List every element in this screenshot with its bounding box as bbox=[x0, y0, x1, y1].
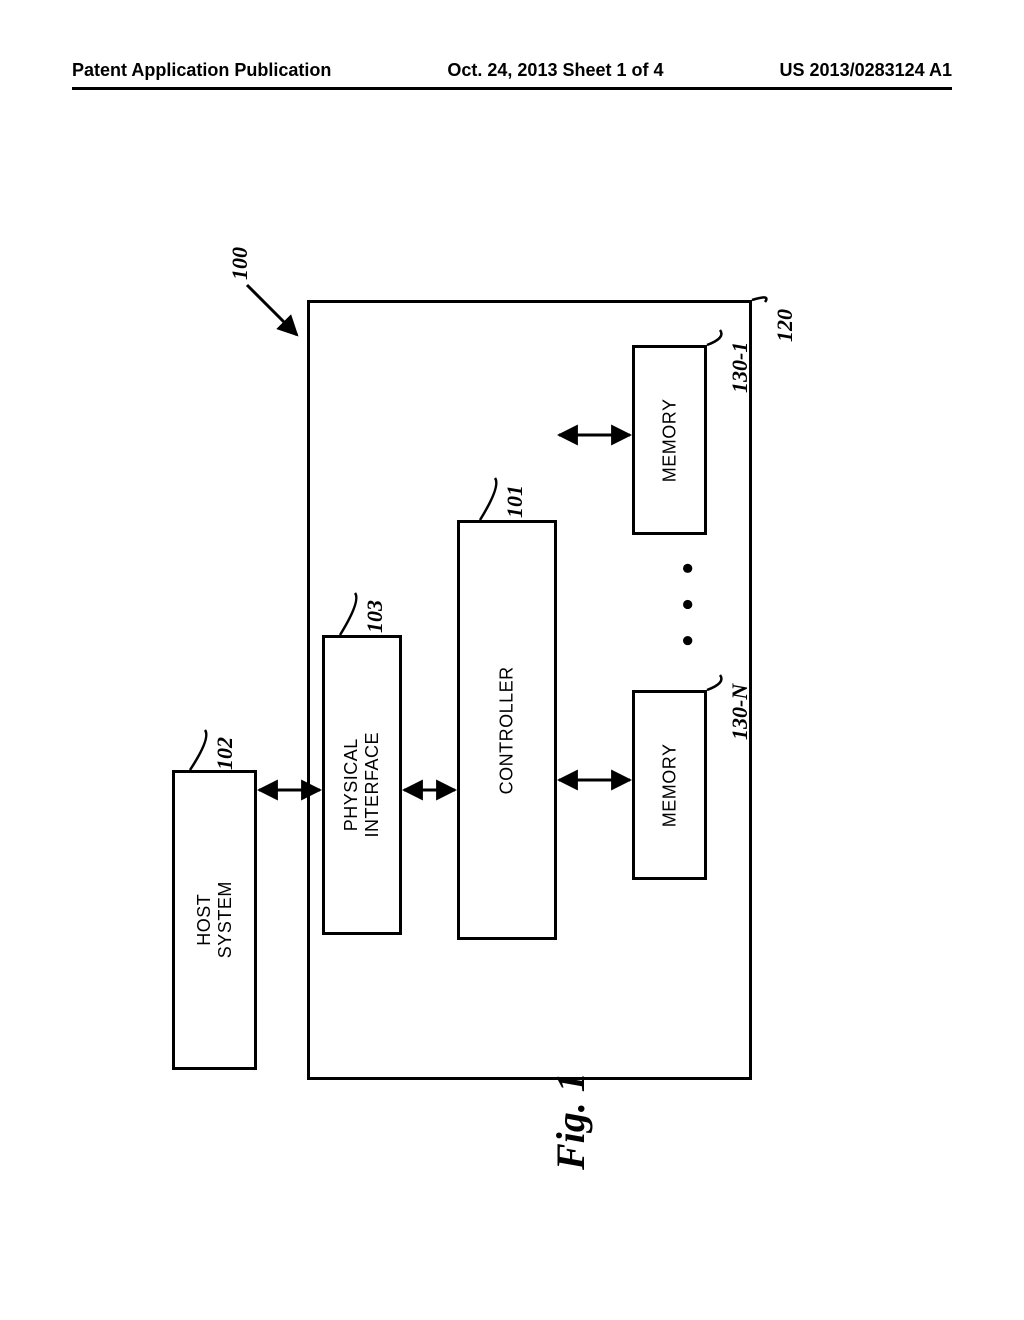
ref-100: 100 bbox=[227, 247, 253, 280]
controller-label: CONTROLLER bbox=[497, 666, 518, 794]
ref-101: 101 bbox=[502, 485, 528, 518]
controller-box: CONTROLLER bbox=[457, 520, 557, 940]
ref-120: 120 bbox=[772, 309, 798, 342]
physical-interface-label: PHYSICAL INTERFACE bbox=[341, 732, 382, 838]
host-system-box: HOST SYSTEM bbox=[172, 770, 257, 1070]
page-frame: Patent Application Publication Oct. 24, … bbox=[72, 60, 952, 1240]
ref-102: 102 bbox=[212, 737, 238, 770]
host-system-label: HOST SYSTEM bbox=[194, 881, 235, 958]
ref-103: 103 bbox=[362, 600, 388, 633]
page-header: Patent Application Publication Oct. 24, … bbox=[72, 60, 952, 85]
ref-130-1: 130-1 bbox=[727, 342, 753, 393]
ref-130-N: 130-N bbox=[727, 684, 753, 740]
memory-1-box: MEMORY bbox=[632, 345, 707, 535]
ellipsis-icon: • • • bbox=[669, 563, 706, 654]
header-center: Oct. 24, 2013 Sheet 1 of 4 bbox=[447, 60, 663, 81]
header-left: Patent Application Publication bbox=[72, 60, 331, 81]
physical-interface-box: PHYSICAL INTERFACE bbox=[322, 635, 402, 935]
memory-n-box: MEMORY bbox=[632, 690, 707, 880]
figure-label: Fig. 1 bbox=[547, 1072, 594, 1170]
diagram-area: HOST SYSTEM PHYSICAL INTERFACE CONTROLLE… bbox=[72, 90, 952, 1190]
memory-1-label: MEMORY bbox=[659, 398, 680, 482]
header-right: US 2013/0283124 A1 bbox=[780, 60, 952, 81]
memory-n-label: MEMORY bbox=[659, 743, 680, 827]
